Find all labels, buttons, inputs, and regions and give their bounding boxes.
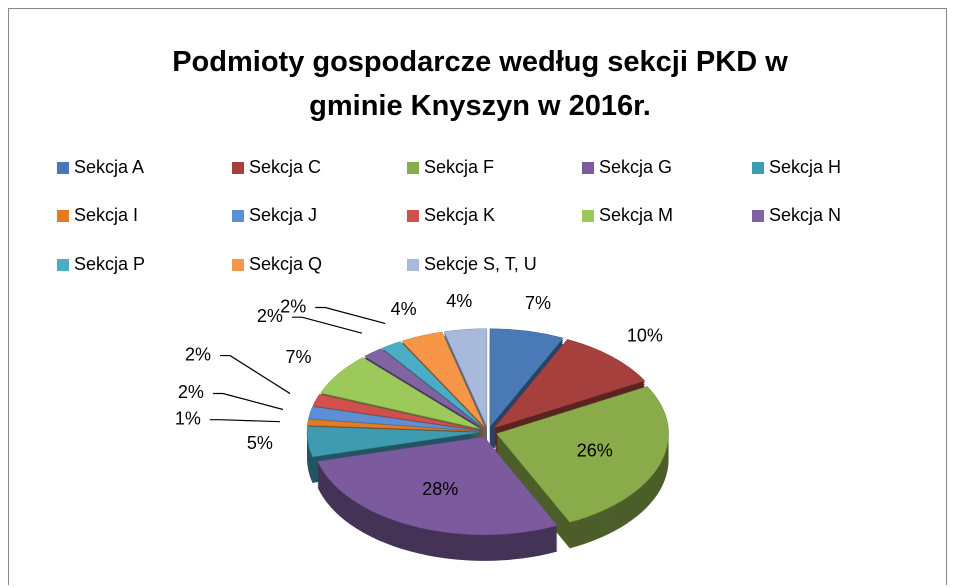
legend-swatch (407, 210, 419, 222)
data-label: 1% (175, 408, 201, 428)
data-label: 10% (627, 325, 663, 345)
data-label: 26% (577, 441, 613, 461)
slice (312, 393, 480, 431)
legend-swatch (752, 210, 764, 222)
legend-swatch (57, 259, 69, 271)
legend-label: Sekcja K (424, 205, 495, 225)
chart-frame (8, 8, 947, 585)
slice (306, 426, 480, 458)
legend-label: Sekcja F (424, 157, 494, 177)
legend-swatch (232, 259, 244, 271)
legend-swatch (57, 162, 69, 174)
data-label: 4% (446, 291, 472, 311)
data-label: 4% (391, 299, 417, 319)
leader-line (315, 306, 386, 325)
slice (308, 406, 480, 432)
legend-label: Sekcja A (74, 157, 144, 177)
data-label: 2% (185, 344, 211, 364)
legend-swatch (582, 162, 594, 174)
legend-label: Sekcja M (599, 205, 673, 225)
leader-line (220, 354, 291, 395)
data-label: 2% (280, 296, 306, 316)
legend-swatch (582, 210, 594, 222)
data-label: 2% (178, 382, 204, 402)
legend-swatch (407, 162, 419, 174)
slice (443, 328, 488, 427)
legend-label: Sekcja G (599, 157, 672, 177)
legend-label: Sekcja C (249, 157, 321, 177)
data-label: 28% (422, 479, 458, 499)
legend-swatch (407, 259, 419, 271)
legend-swatch (232, 162, 244, 174)
leader-line (212, 392, 284, 411)
legend-swatch (752, 162, 764, 174)
legend-swatch (232, 210, 244, 222)
data-label: 7% (525, 293, 551, 313)
chart-title: Podmioty gospodarcze według sekcji PKD w… (172, 46, 788, 122)
slice (364, 348, 483, 429)
legend-label: Sekcja I (74, 205, 138, 225)
leader-line (209, 419, 280, 423)
legend-swatch (57, 210, 69, 222)
leader-line (291, 316, 363, 334)
legend-label: Sekcja H (769, 157, 841, 177)
data-label: 7% (285, 347, 311, 367)
legend-label: Sekcja P (74, 254, 145, 274)
legend-label: Sekcje S, T, U (424, 254, 537, 274)
slice (307, 418, 480, 432)
data-label: 5% (247, 433, 273, 453)
slice (401, 331, 485, 428)
slice (493, 339, 646, 429)
slice (496, 386, 669, 523)
legend-label: Sekcja J (249, 205, 317, 225)
slice (320, 357, 481, 430)
slice (489, 328, 564, 428)
legend-label: Sekcja Q (249, 254, 322, 274)
data-label: 2% (257, 306, 283, 326)
legend-label: Sekcja N (769, 205, 841, 225)
slice (317, 436, 558, 536)
slice (381, 341, 484, 428)
